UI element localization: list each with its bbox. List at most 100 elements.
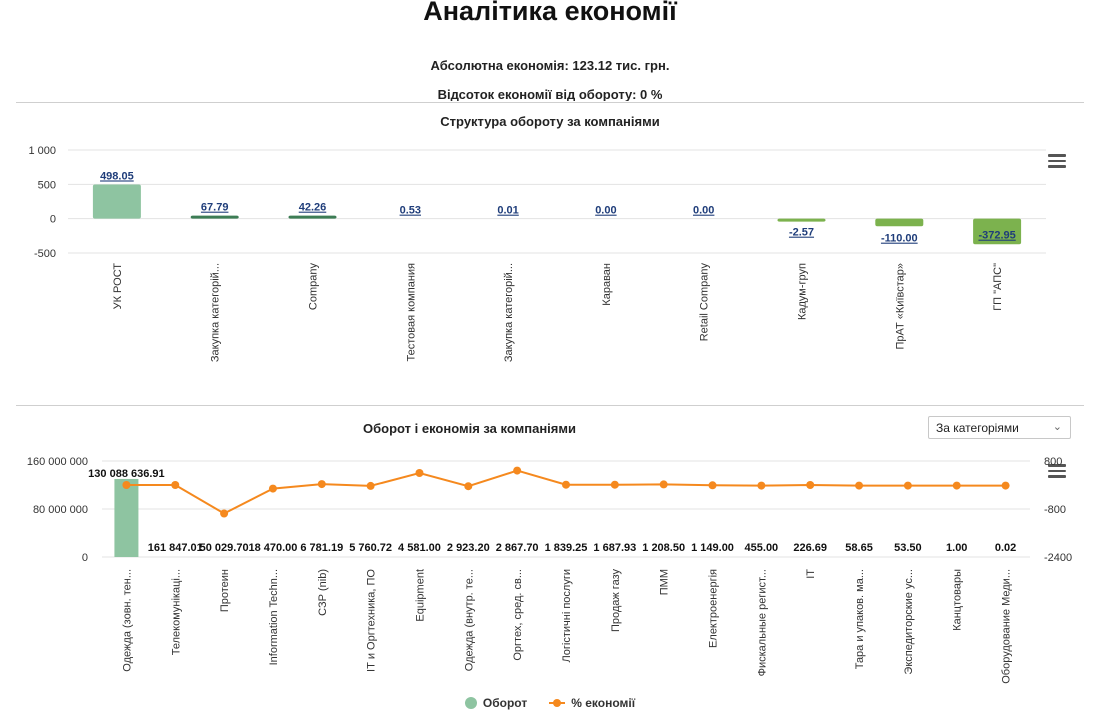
chart1-bar bbox=[875, 218, 924, 227]
chart1-bar bbox=[777, 218, 826, 222]
chart1-x-tick: Тестовая компания bbox=[405, 263, 417, 362]
chart2-data-label: 2 923.20 bbox=[447, 542, 490, 554]
chart2-economy-point bbox=[659, 480, 668, 489]
chart2-economy-point bbox=[903, 481, 912, 490]
chart2-data-label: 53.50 bbox=[894, 542, 922, 554]
chart1-x-tick: Караван bbox=[601, 263, 613, 306]
chart2-economy-point bbox=[464, 482, 473, 491]
chart2-data-label: 1 839.25 bbox=[545, 542, 588, 554]
chart2-data-label: 58.65 bbox=[845, 542, 873, 554]
chart1-x-tick: Retail Company bbox=[699, 263, 711, 342]
chart1-data-label: -2.57 bbox=[789, 227, 814, 239]
chart1-menu-icon[interactable] bbox=[1048, 154, 1066, 168]
legend-item-economy[interactable]: % економії bbox=[549, 696, 635, 710]
chart2-y2-tick: 800 bbox=[1044, 456, 1062, 468]
chart2-economy-point bbox=[952, 481, 961, 490]
chart1-x-tick: Company bbox=[308, 263, 320, 311]
chart2-y-tick: 160 000 000 bbox=[27, 456, 88, 468]
chart2-x-tick: Телекомунікаці... bbox=[170, 569, 182, 655]
chart2-x-tick: Equipment bbox=[414, 569, 426, 622]
chart1-y-tick: 0 bbox=[50, 214, 56, 226]
chart1-data-label: 0.00 bbox=[595, 205, 616, 217]
chart2-economy-point bbox=[757, 481, 766, 490]
chart1-data-label: 0.53 bbox=[400, 205, 421, 217]
chart1-bar bbox=[288, 215, 337, 219]
chart2-x-tick: Тара и упаков. ма... bbox=[854, 569, 866, 669]
chart2-data-label: 2 867.70 bbox=[496, 542, 539, 554]
section-divider bbox=[16, 405, 1084, 406]
chart2-legend: Оборот % економії bbox=[0, 696, 1100, 710]
absolute-economy-text: Абсолютна економія: 123.12 тис. грн. bbox=[430, 58, 670, 73]
chart2-economy-point bbox=[220, 509, 229, 518]
chart2-x-tick: Одежда (зовн. тен... bbox=[121, 569, 133, 672]
chart1-data-label: -110.00 bbox=[881, 233, 918, 245]
chart2-x-tick: Електроенергія bbox=[708, 569, 720, 648]
chart1-x-tick: Кадум-груп bbox=[797, 263, 809, 320]
chart2-x-tick: Канцтовары bbox=[952, 569, 964, 631]
legend-line-swatch bbox=[549, 699, 566, 707]
chart2-economy-point bbox=[855, 481, 864, 490]
chart1-data-label: 0.00 bbox=[693, 205, 714, 217]
chart1-title: Структура обороту за компаніями bbox=[440, 114, 660, 129]
chart1-x-tick: УК РОСТ bbox=[112, 263, 124, 310]
chart2-x-tick: Логістичні послуги bbox=[561, 569, 573, 662]
chevron-down-icon: ⌄ bbox=[1052, 421, 1062, 433]
chart2-x-tick: Фискальные регист... bbox=[756, 569, 768, 676]
chart2-economy-point bbox=[1001, 481, 1010, 490]
page-title: Аналітика економії bbox=[423, 0, 677, 26]
chart1-y-tick: -500 bbox=[34, 248, 56, 260]
category-select-value: За категоріями bbox=[936, 421, 1019, 435]
chart2-x-tick: ІТ и Оргтехника, ПО bbox=[366, 569, 378, 672]
chart2-x-tick: Продаж газу bbox=[610, 569, 622, 633]
chart2-economy-point bbox=[268, 484, 277, 493]
chart2-economy-point bbox=[317, 480, 326, 489]
legend-label-turnover: Оборот bbox=[482, 696, 528, 710]
chart2-economy-point bbox=[708, 481, 717, 490]
chart2-y2-tick: -800 bbox=[1044, 504, 1066, 516]
chart2-menu-icon[interactable] bbox=[1048, 464, 1066, 478]
chart1-x-tick: Закупка категорій... bbox=[503, 263, 515, 362]
chart2-economy-point bbox=[171, 481, 180, 489]
chart2-x-tick: СЗР (nib) bbox=[317, 569, 329, 616]
chart2-data-label: 0.02 bbox=[995, 542, 1016, 554]
chart2-economy-line bbox=[126, 469, 1006, 515]
chart1-x-tick: Закупка категорій... bbox=[210, 263, 222, 362]
legend-item-turnover[interactable]: Оборот bbox=[464, 696, 528, 710]
chart2-data-label: 161 847.01 bbox=[148, 542, 203, 554]
chart2-economy-point bbox=[562, 480, 570, 489]
chart1-x-tick: ПрАТ «Київстар» bbox=[894, 263, 906, 350]
chart1-bar bbox=[973, 218, 1022, 245]
chart1-data-label: 498.05 bbox=[100, 170, 134, 182]
chart2-x-tick: Information Techn... bbox=[268, 569, 280, 665]
chart1-data-label: 67.79 bbox=[201, 202, 229, 214]
chart2-data-label: 1.00 bbox=[946, 542, 967, 554]
chart1-x-tick: ГП "АПС" bbox=[992, 263, 1004, 311]
chart1-data-label: 42.26 bbox=[299, 202, 327, 214]
category-select[interactable]: За категоріями ⌄ bbox=[928, 416, 1071, 439]
chart2-y-tick: 80 000 000 bbox=[33, 504, 88, 516]
chart2-economy-point bbox=[366, 481, 375, 490]
chart2-x-tick: Одежда (внутр. те... bbox=[463, 569, 475, 671]
chart2-y2-tick: -2400 bbox=[1044, 552, 1072, 564]
legend-bar-swatch bbox=[464, 697, 477, 709]
chart2-economy-point bbox=[415, 469, 424, 477]
chart2-data-label: 1 208.50 bbox=[642, 542, 685, 554]
legend-label-economy: % економії bbox=[571, 696, 636, 710]
chart2-data-label: 5 760.72 bbox=[349, 542, 392, 554]
chart2-x-tick: Оргтех, сред. св... bbox=[512, 569, 524, 661]
chart2-economy-point bbox=[513, 466, 522, 475]
chart2-x-tick: ІТ bbox=[805, 569, 817, 579]
chart2-data-label: 6 781.19 bbox=[300, 542, 343, 554]
chart2-data-label: 455.00 bbox=[745, 542, 779, 554]
chart2-data-label: 18 470.00 bbox=[248, 542, 297, 554]
chart1-y-tick: 500 bbox=[38, 179, 56, 191]
chart2-x-tick: Протеин bbox=[219, 569, 231, 612]
chart2-data-label: 1 149.00 bbox=[691, 542, 734, 554]
chart2-economy-point bbox=[610, 480, 619, 489]
chart2-economy-point bbox=[122, 481, 131, 489]
chart2-x-tick: Экспедиторские ус... bbox=[903, 569, 915, 675]
chart2-x-tick: Оборудование Меди... bbox=[1001, 569, 1013, 684]
chart2-economy-point bbox=[806, 481, 815, 489]
chart1-bar bbox=[190, 215, 239, 219]
